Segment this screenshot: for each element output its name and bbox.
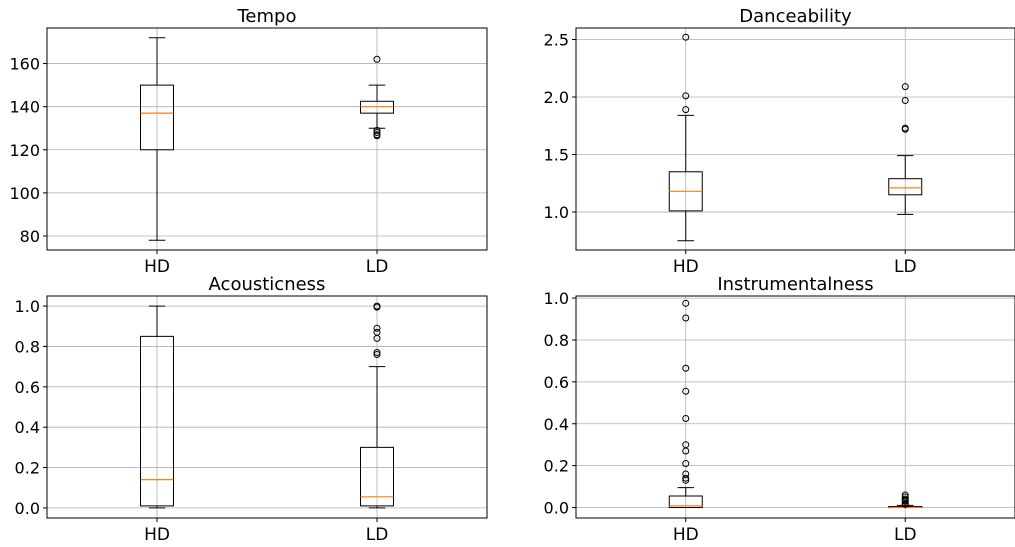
y-tick-label: 2.5 — [544, 31, 569, 50]
iqr-box — [888, 178, 923, 196]
x-tick-label: HD — [144, 525, 170, 545]
y-tick-label: 140 — [9, 98, 40, 117]
iqr-box — [140, 335, 174, 507]
box-hd — [140, 305, 174, 509]
outlier-point — [682, 476, 690, 484]
box-ld — [360, 302, 394, 509]
outlier-point — [682, 387, 690, 395]
outlier-point — [373, 303, 381, 311]
y-tick-label: 0.6 — [15, 378, 40, 397]
y-tick-label: 0.4 — [15, 418, 40, 437]
y-tick-label: 120 — [9, 141, 40, 160]
outlier-point — [682, 474, 690, 482]
y-tick-label: 0.0 — [15, 499, 40, 518]
outlier-point — [901, 83, 909, 91]
x-tick-label: LD — [366, 257, 389, 277]
outlier-point — [682, 92, 690, 100]
iqr-box — [140, 84, 174, 151]
outlier-point — [682, 415, 690, 423]
y-tick-label: 100 — [9, 184, 40, 203]
box-hd — [140, 37, 174, 241]
outlier-point — [682, 106, 690, 114]
outlier-point — [682, 447, 690, 455]
subplot-title: Danceability — [739, 6, 852, 27]
outlier-point — [373, 126, 381, 134]
subplot-tempo: 80 100 120 140 160 HD LD Tempo — [9, 6, 488, 277]
x-tick-label: HD — [144, 257, 170, 277]
y-tick-label: 160 — [9, 55, 40, 74]
outlier-point — [682, 460, 690, 468]
subplot-title: Acousticness — [209, 274, 326, 295]
y-tick-label: 0.4 — [544, 415, 569, 434]
outlier-point — [682, 314, 690, 322]
iqr-box — [360, 446, 394, 507]
x-tick-label: HD — [673, 257, 699, 277]
x-tick-label: LD — [894, 257, 917, 277]
outlier-point — [373, 334, 381, 342]
outlier-point — [373, 55, 381, 63]
axes-frame — [46, 295, 488, 519]
subplot-title: Tempo — [237, 6, 297, 27]
iqr-box — [668, 495, 703, 509]
y-tick-label: 80 — [20, 227, 40, 246]
y-tick-label: 0.8 — [15, 337, 40, 356]
outlier-point — [373, 349, 381, 357]
y-tick-label: 0.8 — [544, 331, 569, 350]
outlier-point — [901, 497, 909, 505]
y-tick-label: 0.0 — [544, 499, 569, 518]
axes-frame — [575, 295, 1015, 519]
subplot-instrumentalness: 0.0 0.2 0.4 0.6 0.8 1.0 HD LD Instrumentalness — [544, 274, 1015, 545]
outlier-point — [682, 33, 690, 41]
box-hd — [668, 33, 703, 242]
box-ld — [888, 491, 923, 509]
outlier-point — [901, 96, 909, 104]
y-tick-label: 0.2 — [544, 457, 569, 476]
box-ld — [360, 55, 394, 140]
subplot-danceability: 1.0 1.5 2.0 2.5 HD LD Danceability — [544, 6, 1015, 277]
y-tick-label: 1.0 — [544, 203, 569, 222]
y-tick-label: 1.5 — [544, 146, 569, 165]
outlier-point — [682, 299, 690, 307]
y-tick-label: 1.0 — [15, 297, 40, 316]
y-tick-label: 1.0 — [544, 289, 569, 308]
outlier-point — [373, 132, 381, 140]
outlier-point — [373, 351, 381, 359]
axes-frame — [575, 27, 1015, 251]
outlier-point — [901, 500, 909, 508]
outlier-point — [901, 124, 909, 132]
y-tick-label: 2.0 — [544, 88, 569, 107]
box-hd — [668, 299, 703, 509]
outlier-point — [682, 364, 690, 372]
y-tick-label: 0.6 — [544, 373, 569, 392]
outlier-point — [373, 324, 381, 332]
axes-frame — [46, 27, 488, 251]
outlier-point — [373, 129, 381, 137]
x-tick-label: LD — [366, 525, 389, 545]
x-tick-label: LD — [894, 525, 917, 545]
x-tick-label: HD — [673, 525, 699, 545]
subplot-title: Instrumentalness — [717, 274, 873, 295]
box-ld — [888, 83, 923, 215]
y-tick-label: 0.2 — [15, 459, 40, 478]
subplot-acousticness: 0.0 0.2 0.4 0.6 0.8 1.0 HD LD Acousticness — [15, 274, 488, 545]
